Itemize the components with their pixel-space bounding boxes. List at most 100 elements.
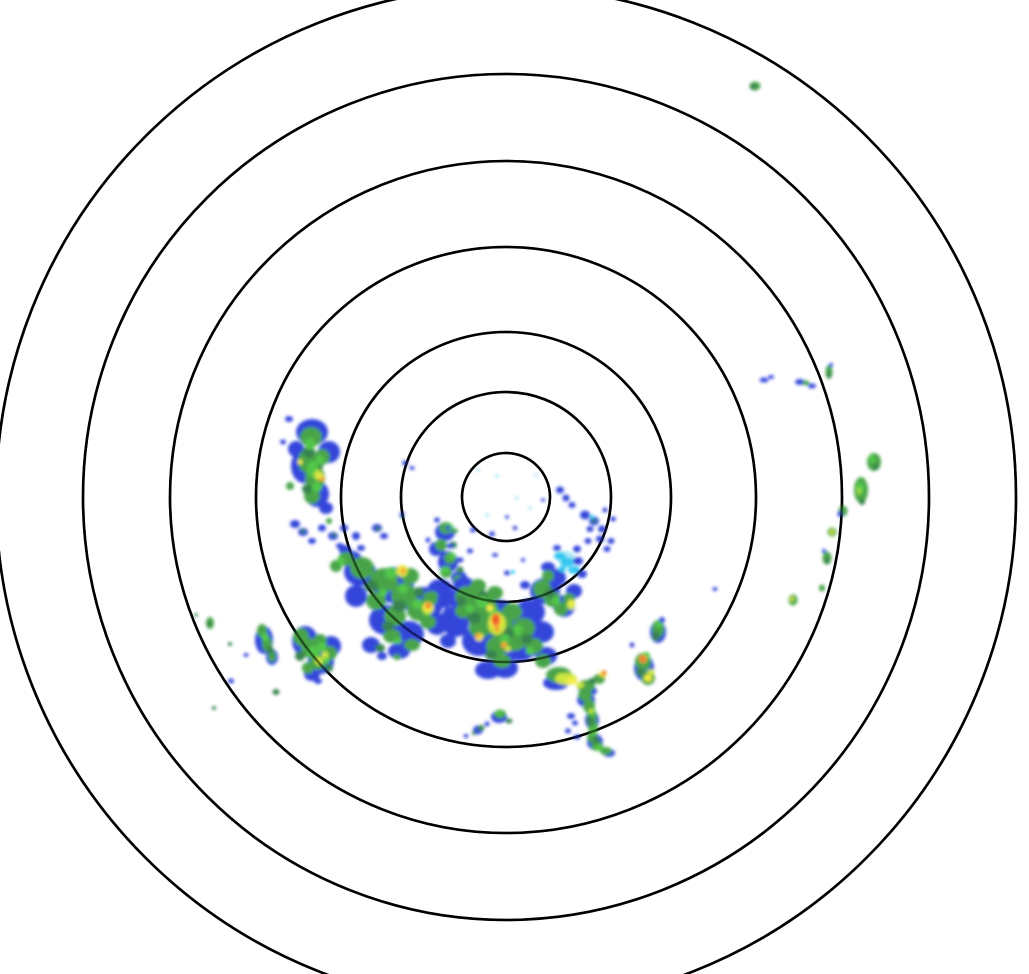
echo-cell	[352, 532, 360, 540]
range-ring	[339, 330, 673, 664]
echo-cell	[409, 466, 415, 470]
echo-cell	[402, 460, 408, 466]
echo-cell	[470, 527, 476, 533]
echo-cell	[466, 605, 474, 613]
echo-cell	[590, 515, 594, 519]
echo-cell	[375, 527, 381, 531]
echo-cell	[759, 377, 769, 383]
echo-cell	[552, 597, 560, 605]
echo-cell	[318, 524, 326, 532]
echo-cell	[420, 615, 436, 629]
echo-cell	[337, 557, 345, 565]
echo-layer	[194, 81, 881, 757]
echo-cell	[476, 468, 480, 472]
echo-cell	[446, 543, 454, 549]
echo-cell	[568, 566, 580, 574]
echo-cell	[652, 631, 660, 641]
echo-cell	[502, 603, 522, 621]
echo-cell	[557, 673, 565, 679]
echo-cell	[511, 570, 515, 574]
echo-cell	[568, 599, 574, 607]
echo-cell	[456, 596, 466, 606]
echo-cell	[558, 566, 566, 572]
range-ring	[81, 72, 931, 922]
echo-cell	[448, 552, 456, 560]
echo-cell	[505, 646, 511, 652]
echo-cell	[598, 525, 606, 533]
range-ring	[168, 159, 844, 835]
echo-cell	[484, 721, 490, 727]
echo-cell	[382, 621, 394, 631]
echo-cell	[487, 586, 503, 600]
echo-cell	[357, 545, 365, 551]
echo-cell	[325, 664, 333, 672]
echo-cell	[414, 587, 424, 597]
echo-cell	[319, 502, 333, 514]
echo-cell	[603, 546, 611, 552]
echo-cell	[463, 734, 469, 738]
echo-cell	[452, 528, 458, 534]
echo-cell	[591, 519, 597, 523]
echo-cell	[600, 747, 612, 755]
echo-cell	[207, 621, 211, 627]
echo-cell	[521, 634, 533, 644]
echo-cell	[824, 557, 830, 565]
echo-cell	[316, 455, 324, 465]
echo-cell	[476, 596, 488, 608]
range-ring	[168, 159, 844, 835]
echo-cell	[425, 537, 431, 543]
echo-cell	[768, 375, 774, 379]
echo-cell	[319, 476, 325, 482]
echo-cell	[644, 674, 652, 682]
echo-cell	[423, 591, 439, 605]
echo-cell	[493, 654, 511, 668]
echo-cell	[590, 727, 598, 735]
echo-cell	[521, 558, 525, 562]
echo-cell	[308, 538, 316, 544]
echo-cell	[495, 474, 499, 478]
echo-cell	[485, 513, 489, 517]
echo-cell	[528, 506, 532, 510]
echo-cell	[565, 677, 577, 685]
echo-cell	[288, 441, 304, 457]
echo-cell	[750, 84, 756, 90]
echo-cell	[808, 383, 816, 389]
echo-cell	[515, 496, 519, 500]
echo-cell	[576, 682, 584, 688]
echo-cell	[412, 599, 422, 609]
echo-cell	[243, 653, 249, 657]
echo-cell	[837, 511, 843, 517]
echo-cell	[607, 538, 615, 544]
echo-cell	[562, 494, 570, 502]
echo-cell	[602, 507, 608, 513]
echo-cell	[492, 614, 498, 624]
echo-cell	[286, 482, 294, 490]
echo-cell	[494, 626, 500, 632]
echo-cell	[477, 725, 485, 731]
echo-cell	[326, 518, 332, 524]
echo-cell	[535, 654, 551, 668]
echo-cell	[194, 613, 198, 617]
echo-cell	[512, 526, 518, 530]
range-ring	[254, 245, 758, 749]
echo-cell	[595, 745, 603, 751]
echo-cell	[520, 581, 530, 589]
echo-cell	[556, 486, 564, 494]
echo-cell	[589, 708, 593, 714]
echo-cell	[350, 557, 374, 579]
echo-cell	[592, 736, 600, 744]
echo-cell	[568, 502, 576, 508]
echo-cell	[441, 566, 449, 574]
echo-cell	[505, 515, 509, 519]
echo-cell	[869, 455, 875, 463]
echo-cell	[314, 678, 322, 684]
echo-cell	[366, 592, 386, 610]
echo-cell	[578, 689, 592, 701]
echo-cell	[400, 515, 404, 519]
echo-cell	[610, 516, 616, 522]
echo-cell	[456, 557, 464, 563]
echo-cell	[573, 734, 581, 740]
